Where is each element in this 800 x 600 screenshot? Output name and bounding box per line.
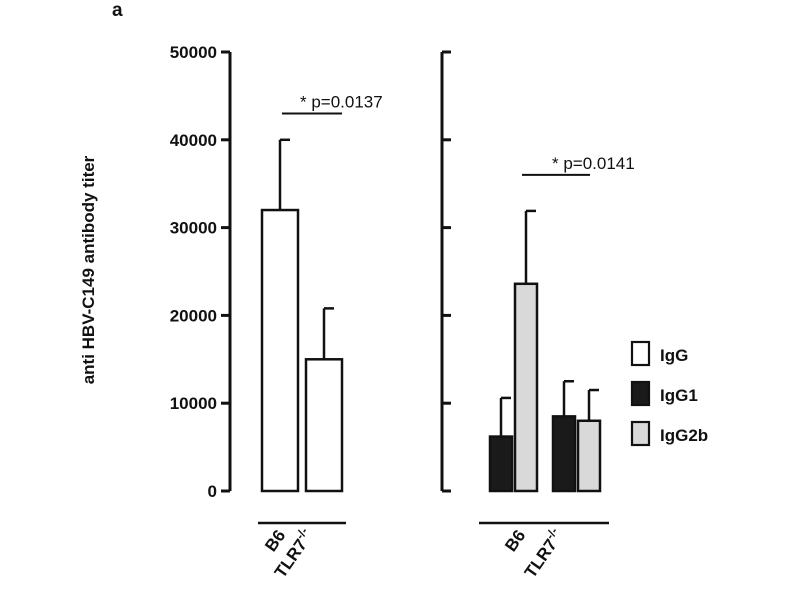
legend-label-igg2b: IgG2b — [660, 426, 708, 445]
panel-label: a — [112, 0, 123, 21]
category-label-tlr7: TLR7-/- — [518, 525, 567, 582]
bar-igg-tlr7 — [304, 358, 344, 493]
bar-igg2b-b6 — [513, 282, 539, 493]
y-tick-label: 30000 — [170, 219, 217, 238]
y-tick-label: 40000 — [170, 131, 217, 150]
y-tick-label: 20000 — [170, 306, 217, 325]
y-axis-label: anti HBV-C149 antibody titer — [79, 155, 98, 384]
category-label-b6: B6 — [501, 526, 529, 555]
legend-swatch-igg — [630, 340, 651, 367]
legend: IgG IgG1 IgG2b — [630, 340, 708, 447]
y-tick-label: 10000 — [170, 394, 217, 413]
legend-swatch-igg1 — [630, 380, 651, 407]
bar-igg1-b6 — [488, 435, 514, 493]
axes: 0 10000 20000 30000 40000 50000 — [170, 43, 451, 501]
bar-igg1-tlr7 — [551, 415, 577, 493]
annotations: * p=0.0137 * p=0.0141 — [282, 92, 635, 176]
legend-label-igg: IgG — [660, 346, 688, 365]
significance-label: * p=0.0137 — [300, 92, 383, 111]
bar-igg-b6 — [260, 208, 300, 493]
legend-swatch-igg2b — [630, 420, 651, 447]
legend-label-igg1: IgG1 — [660, 386, 698, 405]
bars — [260, 138, 602, 493]
y-tick-label: 50000 — [170, 43, 217, 62]
bar-igg2b-tlr7 — [576, 419, 602, 493]
significance-label: * p=0.0141 — [552, 154, 635, 173]
y-tick-label: 0 — [208, 482, 217, 501]
